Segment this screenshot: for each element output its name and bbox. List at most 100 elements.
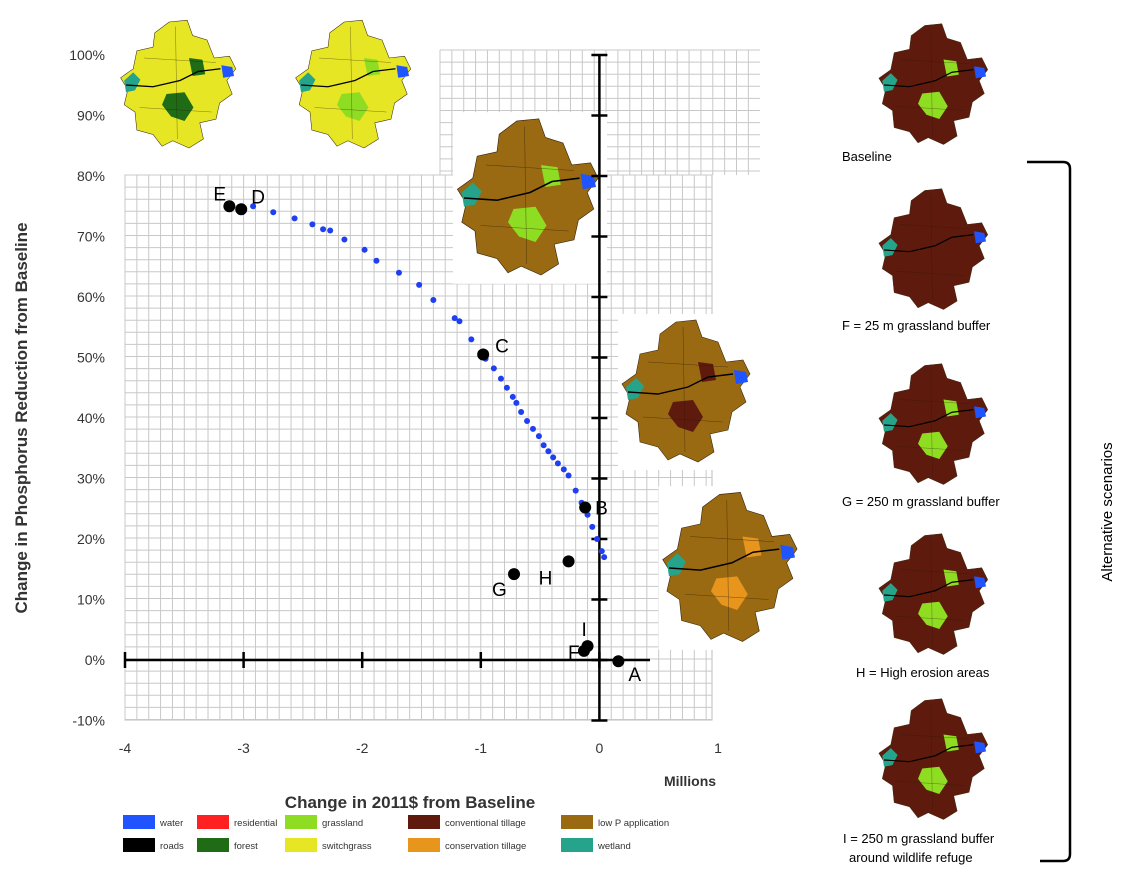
- legend-swatch: [285, 815, 317, 829]
- map-wetland: [882, 748, 898, 767]
- scenario-label-e: E: [213, 184, 226, 205]
- bracket-label: Alternative scenarios: [1099, 442, 1116, 581]
- map-shape: [878, 363, 988, 485]
- frontier-point: [598, 548, 605, 555]
- map-thumbnails: [120, 19, 988, 820]
- legend-label: forest: [234, 841, 258, 852]
- map-scenario-g: [878, 363, 988, 485]
- frontier-point: [545, 448, 552, 455]
- x-tick-label: -4: [119, 740, 132, 756]
- frontier-point: [291, 215, 298, 222]
- map-road: [300, 68, 396, 88]
- map-wetland: [299, 72, 316, 93]
- map-water: [974, 66, 986, 79]
- frontier-point: [550, 454, 557, 461]
- map-road: [463, 177, 580, 201]
- map-water: [580, 173, 596, 190]
- map-shape: [456, 118, 599, 276]
- map-patch: [508, 206, 547, 242]
- y-tick-label: 10%: [77, 592, 105, 608]
- map-scenario-h: [878, 533, 988, 655]
- map-water: [396, 65, 409, 78]
- map-boundaries: [684, 499, 775, 632]
- legend-swatch: [197, 838, 229, 852]
- legend-label: conservation tillage: [445, 841, 526, 852]
- scenario-label-h: H: [539, 568, 553, 589]
- y-tick-label: 0%: [85, 652, 105, 668]
- y-tick-label: 60%: [77, 289, 105, 305]
- scenario-label-i: I: [582, 620, 587, 641]
- scenario-point-d: [235, 203, 248, 216]
- scenarios-bracket: [1027, 160, 1072, 863]
- frontier-point: [373, 257, 380, 264]
- map-road: [883, 579, 974, 598]
- map-wetland: [666, 553, 686, 577]
- map-boundaries: [896, 539, 970, 647]
- x-tick-label: 0: [596, 740, 604, 756]
- map-water: [734, 370, 748, 384]
- legend-label: conventional tillage: [445, 818, 526, 829]
- frontier-point: [509, 393, 516, 400]
- scenario-point-c: [477, 348, 490, 361]
- map-road: [668, 548, 780, 571]
- frontier-point: [529, 425, 536, 432]
- map-road: [883, 234, 974, 253]
- chart-legend: water residential grassland conventional ti…: [123, 815, 669, 852]
- map-shape: [621, 319, 751, 463]
- map-shape: [878, 23, 988, 145]
- caption-baseline: Baseline: [842, 149, 892, 164]
- legend-label: roads: [160, 841, 184, 852]
- legend-swatch: [561, 815, 593, 829]
- map-wetland: [626, 378, 644, 400]
- y-tick-label: 90%: [77, 108, 105, 124]
- x-tick-label: -3: [237, 740, 250, 756]
- caption-scenario-i-line1: I = 250 m grassland buffer: [843, 831, 995, 846]
- map-shape: [878, 533, 988, 655]
- x-tick-label: -2: [356, 740, 369, 756]
- y-tick-label: 30%: [77, 471, 105, 487]
- frontier-point: [513, 399, 520, 406]
- map-switchgrass-e: [120, 19, 237, 149]
- x-tick-labels: -4 -3 -2 -1 0 1: [119, 740, 722, 756]
- legend-swatch: [123, 838, 155, 852]
- y-axis-title: Change in Phosphorus Reduction from Base…: [12, 222, 31, 613]
- map-scenario-f: [878, 188, 988, 310]
- map-boundaries: [139, 26, 217, 140]
- y-tick-label: 70%: [77, 229, 105, 245]
- frontier-point: [416, 281, 423, 288]
- map-patch: [162, 92, 194, 121]
- map-road: [883, 409, 974, 428]
- frontier-point: [456, 318, 463, 325]
- frontier-point: [270, 209, 277, 216]
- frontier-point: [554, 460, 561, 467]
- map-boundaries: [314, 26, 392, 140]
- frontier-point: [490, 365, 497, 372]
- caption-scenario-h: H = High erosion areas: [856, 665, 990, 680]
- frontier-point: [395, 269, 402, 276]
- map-water: [974, 741, 986, 754]
- legend-label: water: [159, 818, 183, 829]
- frontier-point: [601, 554, 608, 561]
- map-patch: [337, 92, 369, 121]
- scenario-label-c: C: [495, 336, 509, 357]
- map-patch: [918, 431, 948, 459]
- map-road: [883, 69, 974, 88]
- map-boundaries: [642, 326, 729, 453]
- frontier-point: [451, 315, 458, 322]
- frontier-point: [572, 487, 579, 494]
- map-water: [974, 406, 986, 419]
- map-wetland: [882, 238, 898, 257]
- map-patch: [668, 400, 703, 432]
- map-wetland: [882, 583, 898, 602]
- frontier-point: [535, 433, 542, 440]
- map-boundaries: [480, 126, 575, 265]
- map-wetland: [461, 182, 482, 207]
- map-boundaries: [896, 704, 970, 812]
- scenario-point-g: [508, 568, 521, 581]
- legend-swatch: [561, 838, 593, 852]
- legend-label: residential: [234, 818, 277, 829]
- legend-label: wetland: [597, 841, 631, 852]
- map-road: [125, 68, 221, 88]
- frontier-point: [430, 297, 437, 304]
- map-road: [883, 744, 974, 763]
